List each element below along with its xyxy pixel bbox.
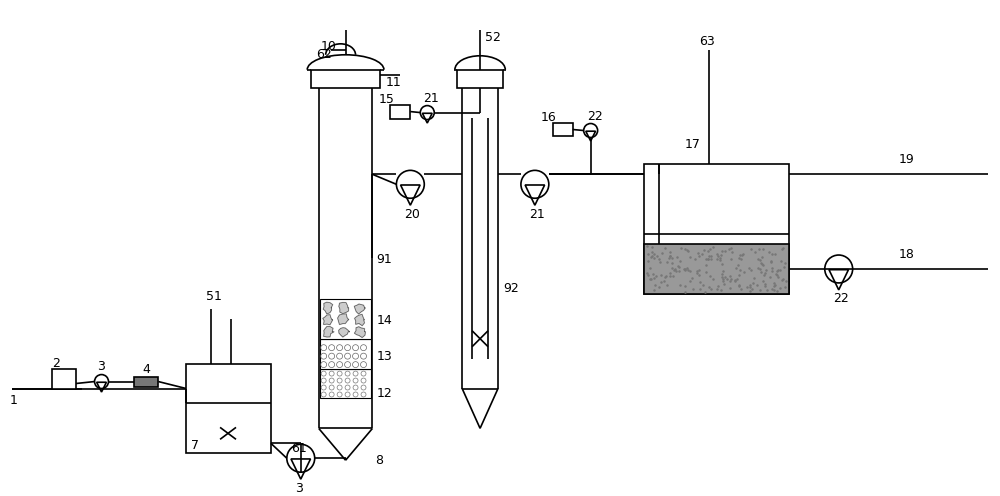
Text: 8: 8 xyxy=(375,454,383,467)
Text: 21: 21 xyxy=(423,92,439,105)
Polygon shape xyxy=(323,315,333,325)
Bar xyxy=(390,105,410,119)
Bar xyxy=(553,123,573,136)
Bar xyxy=(186,364,271,453)
Text: 3: 3 xyxy=(98,360,105,373)
Polygon shape xyxy=(355,314,364,326)
Bar xyxy=(134,376,158,386)
Polygon shape xyxy=(339,328,350,337)
Text: 52: 52 xyxy=(485,31,501,44)
Polygon shape xyxy=(338,314,349,324)
Text: 18: 18 xyxy=(898,248,914,260)
Polygon shape xyxy=(339,303,349,313)
Text: 11: 11 xyxy=(385,76,401,89)
Text: 61: 61 xyxy=(291,442,307,455)
Text: 91: 91 xyxy=(376,252,392,265)
Bar xyxy=(320,339,371,369)
Text: 16: 16 xyxy=(541,111,557,124)
Polygon shape xyxy=(324,326,334,337)
Text: 22: 22 xyxy=(587,110,602,123)
Text: 62: 62 xyxy=(316,48,331,62)
Text: 22: 22 xyxy=(833,292,848,306)
Text: 51: 51 xyxy=(206,290,222,304)
Text: 10: 10 xyxy=(321,40,337,54)
Bar xyxy=(644,164,789,294)
Bar xyxy=(320,369,371,398)
Text: 4: 4 xyxy=(142,363,150,376)
Text: 17: 17 xyxy=(684,138,700,151)
Bar xyxy=(52,369,76,388)
Text: 92: 92 xyxy=(503,282,519,296)
Bar xyxy=(457,70,503,88)
Text: 12: 12 xyxy=(376,387,392,400)
Text: 19: 19 xyxy=(898,153,914,166)
Polygon shape xyxy=(354,327,365,337)
Text: 1: 1 xyxy=(10,394,18,407)
Polygon shape xyxy=(323,302,333,314)
Text: 20: 20 xyxy=(404,208,420,221)
Text: 2: 2 xyxy=(52,357,60,370)
Text: 14: 14 xyxy=(376,314,392,327)
Bar xyxy=(644,244,789,294)
Bar xyxy=(320,299,371,339)
Polygon shape xyxy=(354,304,365,314)
Text: 7: 7 xyxy=(191,439,199,452)
Text: 15: 15 xyxy=(378,93,394,106)
Text: 21: 21 xyxy=(529,208,545,221)
Text: 13: 13 xyxy=(376,350,392,363)
Bar xyxy=(311,70,380,88)
Text: 63: 63 xyxy=(699,35,715,48)
Text: 3: 3 xyxy=(295,482,303,495)
